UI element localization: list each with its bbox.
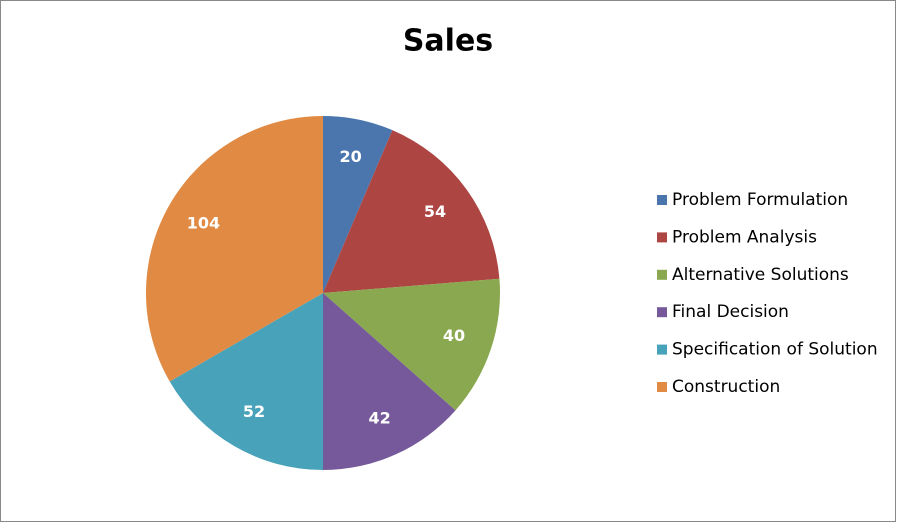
pie-slice — [323, 278, 501, 411]
legend-swatch — [657, 232, 667, 243]
legend-label: Final Decision — [672, 302, 789, 322]
legend-swatch — [657, 195, 667, 205]
pie-slice — [146, 116, 323, 382]
legend-swatch — [657, 269, 667, 280]
legend-label: Problem Formulation — [672, 190, 848, 210]
data-label: 20 — [339, 147, 361, 166]
pie-slice — [323, 293, 456, 470]
pie-slice — [323, 130, 500, 293]
data-label: 42 — [369, 408, 391, 427]
data-label: 40 — [443, 326, 465, 345]
pie-slice — [169, 293, 323, 470]
pie-slice — [323, 116, 393, 293]
legend-swatch — [657, 307, 667, 318]
legend-label: Problem Analysis — [672, 227, 817, 247]
legend-label: Alternative Solutions — [672, 265, 849, 285]
chart-title: Sales — [403, 24, 493, 59]
data-label: 104 — [187, 213, 220, 232]
data-label: 52 — [243, 402, 265, 421]
legend-label: Specification of Solution — [672, 340, 878, 360]
data-label: 54 — [424, 202, 446, 221]
legend-label: Construction — [672, 377, 780, 397]
legend-swatch — [657, 344, 667, 355]
legend-swatch — [657, 382, 667, 392]
